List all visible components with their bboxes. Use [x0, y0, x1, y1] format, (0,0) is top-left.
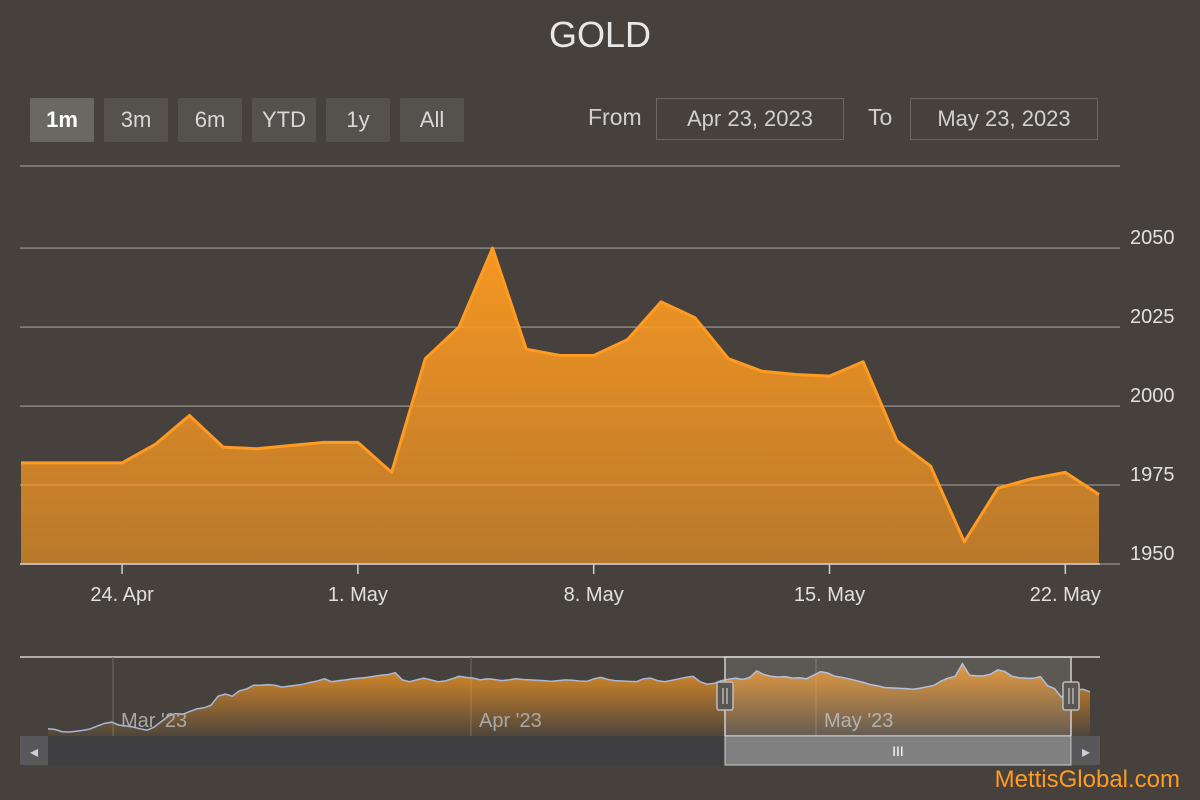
data-point: [591, 353, 597, 359]
to-label: To: [868, 104, 893, 130]
x-tick-label: 15. May: [794, 584, 865, 606]
price-line: [21, 246, 1100, 544]
navigator-label: Mar '23: [121, 710, 187, 732]
range-button-3m[interactable]: 3m: [104, 98, 168, 142]
scrollbar-right-button[interactable]: ▸: [1072, 736, 1100, 765]
data-point: [220, 444, 226, 450]
data-point: [288, 443, 294, 449]
y-tick-label: 1975: [1130, 464, 1175, 486]
x-tick-label: 8. May: [564, 584, 624, 606]
to-date-input[interactable]: [910, 98, 1098, 140]
chart-title: GOLD: [548, 14, 652, 55]
scrollbar-thumb[interactable]: III: [724, 735, 1072, 766]
data-point: [658, 299, 664, 305]
data-point: [321, 439, 327, 445]
data-point: [1096, 492, 1102, 498]
data-point: [186, 413, 192, 419]
data-point: [456, 324, 462, 330]
data-point: [961, 539, 967, 545]
data-point: [355, 439, 361, 445]
y-tick-label: 2050: [1130, 227, 1175, 249]
data-point: [759, 368, 765, 374]
navigator-right-handle[interactable]: [1062, 681, 1080, 711]
x-tick-label: 1. May: [328, 584, 388, 606]
data-point: [119, 460, 125, 466]
navigator-labels: Mar '23 Apr '23 May '23: [121, 710, 893, 732]
data-point: [153, 441, 159, 447]
range-button-ytd[interactable]: YTD: [252, 98, 316, 142]
from-label: From: [588, 104, 642, 130]
data-point: [928, 463, 934, 469]
scroll-left-icon: ◂: [30, 742, 38, 761]
navigator-label: May '23: [824, 710, 893, 732]
navigator-line: [47, 662, 1091, 733]
y-tick-label: 2000: [1130, 385, 1175, 407]
data-point: [692, 315, 698, 321]
data-point: [793, 372, 799, 378]
navigator[interactable]: Mar '23 Apr '23 May '23: [20, 656, 1100, 737]
x-axis-labels: 24. Apr 1. May 8. May 15. May 22. May: [20, 563, 1101, 606]
y-axis-labels: 1950 1975 2000 2025 2050: [1130, 227, 1175, 565]
navigator-label: Apr '23: [479, 710, 542, 732]
scrollbar[interactable]: ◂ III ▸: [20, 735, 1100, 766]
navigator-area: [48, 663, 1090, 736]
navigator-left-handle[interactable]: [716, 681, 734, 711]
y-tick-label: 1950: [1130, 543, 1175, 565]
data-point: [18, 460, 24, 466]
price-area: [21, 248, 1099, 564]
data-point: [523, 346, 529, 352]
range-button-1y[interactable]: 1y: [326, 98, 390, 142]
range-button-6m[interactable]: 6m: [178, 98, 242, 142]
data-point: [827, 373, 833, 379]
scroll-right-icon: ▸: [1082, 742, 1090, 761]
data-point: [624, 337, 630, 343]
credit-link[interactable]: MettisGlobal.com: [994, 766, 1180, 793]
data-point: [389, 469, 395, 475]
data-point: [1062, 469, 1068, 475]
data-point: [894, 438, 900, 444]
data-point: [1029, 476, 1035, 482]
range-button-all[interactable]: All: [400, 98, 464, 142]
scrollbar-grip-icon: III: [892, 743, 904, 759]
navigator-selected-range[interactable]: [724, 656, 1072, 737]
from-date-input[interactable]: [656, 98, 844, 140]
data-point: [725, 356, 731, 362]
x-tick-label: 24. Apr: [90, 584, 154, 606]
range-button-1m[interactable]: 1m: [30, 98, 94, 142]
y-tick-label: 2025: [1130, 306, 1175, 328]
data-point: [557, 353, 563, 359]
data-point: [860, 359, 866, 365]
x-tick-label: 22. May: [1030, 584, 1101, 606]
data-point: [422, 356, 428, 362]
data-point: [254, 446, 260, 452]
scrollbar-left-button[interactable]: ◂: [20, 736, 48, 765]
data-point: [490, 245, 496, 251]
data-point: [995, 485, 1001, 491]
